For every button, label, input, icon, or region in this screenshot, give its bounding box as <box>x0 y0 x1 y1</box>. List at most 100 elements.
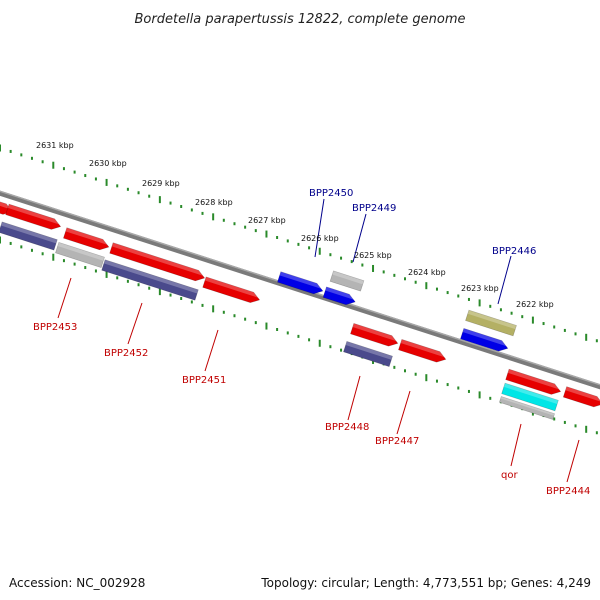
gene-shine <box>325 286 356 301</box>
tick-label: 2630 kbp <box>89 159 127 168</box>
gene-shine <box>0 197 13 211</box>
gene-body <box>55 242 105 268</box>
gene-arrow <box>322 286 356 306</box>
reverse-strand-genes <box>0 221 559 420</box>
gene-shine <box>352 323 399 342</box>
gene-label: BPP2444 <box>546 486 590 497</box>
gene-arrow <box>398 339 447 363</box>
gene-shine <box>7 204 62 226</box>
genome-backbone <box>0 190 600 390</box>
gene-labels: BPP2450 BPP2449 BPP2446 BPP2453 BPP2452 … <box>33 188 590 497</box>
gene-shine <box>462 328 509 347</box>
gene-shine <box>332 270 364 285</box>
gene-label: BPP2451 <box>182 375 226 386</box>
tick-label: 2628 kbp <box>195 198 233 207</box>
accession-text: Accession: NC_002928 <box>9 576 146 590</box>
gene-shine <box>507 369 562 391</box>
gene-body <box>277 271 324 295</box>
gene-body <box>0 221 58 251</box>
leader-line <box>347 375 361 421</box>
gene-arrow <box>562 386 600 408</box>
leader-line <box>396 390 411 435</box>
gene-arrow <box>202 276 261 303</box>
gene-arrow <box>0 221 58 251</box>
gene-arrow <box>101 259 199 301</box>
inner-dotted-track <box>0 236 598 435</box>
tick-labels: 2631 kbp 2630 kbp 2629 kbp 2628 kbp 2627… <box>36 141 554 309</box>
leader-line <box>127 302 143 345</box>
gene-shine <box>345 341 393 360</box>
leader-line <box>566 439 580 483</box>
tick-label: 2623 kbp <box>461 284 499 293</box>
gene-shine <box>503 383 559 405</box>
gene-arrow <box>5 203 62 230</box>
gene-label: BPP2447 <box>375 436 419 447</box>
gene-shine <box>204 276 261 299</box>
gene-label: BPP2449 <box>352 203 396 214</box>
coordinate-ruler <box>0 144 598 343</box>
gene-body <box>322 286 356 306</box>
gene-label: BPP2446 <box>492 246 536 257</box>
gene-shine <box>400 339 447 358</box>
leader-line <box>57 277 72 319</box>
gene-body <box>350 323 399 347</box>
gene-body <box>63 227 110 251</box>
gene-label: BPP2453 <box>33 322 77 333</box>
gene-body <box>562 386 600 408</box>
map-title: Bordetella parapertussis 12822, complete… <box>135 12 466 27</box>
tick-label: 2627 kbp <box>248 216 286 225</box>
leader-line <box>314 198 325 258</box>
gene-body <box>101 259 199 301</box>
gene-shine <box>467 310 517 330</box>
gene-arrow <box>55 242 105 268</box>
gene-arrow <box>505 368 562 395</box>
gene-body <box>501 382 559 412</box>
tick-label: 2629 kbp <box>142 179 180 188</box>
gene-arrow <box>109 242 206 282</box>
gene-body <box>5 203 62 230</box>
gene-label: BPP2452 <box>104 348 148 359</box>
tick-label: 2624 kbp <box>408 268 446 277</box>
gene-label-leaders <box>57 198 580 483</box>
gene-body <box>465 309 517 337</box>
tick-label: 2631 kbp <box>36 141 74 150</box>
gene-shine <box>103 259 199 294</box>
gene-shine <box>57 242 105 261</box>
gene-body <box>109 242 206 282</box>
tick-label: 2622 kbp <box>516 300 554 309</box>
gene-body <box>499 396 555 420</box>
gene-body <box>460 328 509 352</box>
forward-strand-genes <box>0 196 600 408</box>
gene-arrow <box>63 227 110 251</box>
gene-label: qor <box>501 470 518 481</box>
leader-line <box>497 255 512 305</box>
leader-line <box>204 329 219 372</box>
gene-body <box>505 368 562 395</box>
gene-body <box>329 270 365 292</box>
tick-label: 2626 kbp <box>301 234 339 243</box>
gene-body <box>398 339 447 363</box>
gene-body <box>202 276 261 303</box>
gene-arrow <box>465 309 517 337</box>
gene-arrow <box>499 396 555 420</box>
gene-shine <box>565 386 600 403</box>
gene-arrow <box>501 382 559 412</box>
leader-line <box>510 423 522 467</box>
gene-shine <box>279 271 324 290</box>
gene-arrow <box>277 271 324 295</box>
gene-shine <box>65 227 110 246</box>
gene-label: BPP2448 <box>325 422 369 433</box>
gene-arrow <box>343 341 393 367</box>
gene-arrow <box>350 323 399 347</box>
gene-arrow <box>460 328 509 352</box>
tick-label: 2625 kbp <box>354 251 392 260</box>
gene-label: BPP2450 <box>309 188 353 199</box>
gene-shine <box>500 396 555 416</box>
gene-shine <box>111 242 206 277</box>
leader-line <box>352 213 367 263</box>
gene-arrow <box>329 270 365 292</box>
gene-body <box>343 341 393 367</box>
gene-shine <box>0 221 58 244</box>
topology-text: Topology: circular; Length: 4,773,551 bp… <box>261 576 591 590</box>
